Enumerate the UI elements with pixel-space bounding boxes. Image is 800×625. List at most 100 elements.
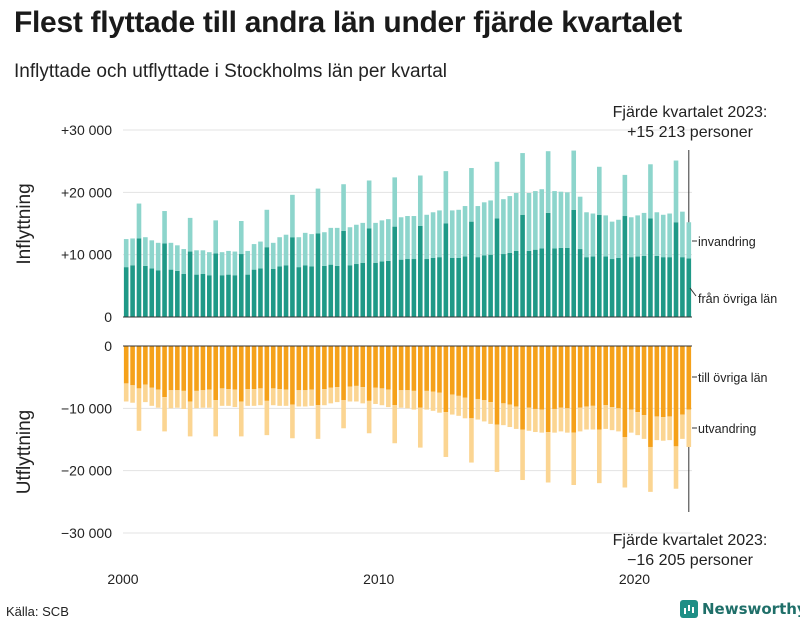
bar-in-immigration	[200, 250, 206, 274]
lower-annotation-line1: Fjärde kvartalet 2023:	[613, 532, 768, 549]
bar-out-emigration	[354, 385, 359, 402]
bar-out-emigration	[245, 389, 250, 406]
bar-out-emigration	[264, 400, 270, 436]
bar-out-domestic	[194, 346, 199, 391]
lower-ytick-label: −10 000	[61, 400, 112, 416]
bar-out-emigration	[622, 437, 628, 488]
bar-in-domestic	[577, 249, 583, 317]
bar-out-domestic	[501, 346, 506, 404]
bar-in-immigration	[565, 192, 570, 248]
bar-in-immigration	[149, 240, 155, 269]
legend-till-ovriga-lan: till övriga län	[698, 371, 768, 385]
bar-in-immigration	[373, 222, 378, 263]
bar-out-domestic	[373, 346, 378, 388]
bar-out-domestic	[590, 346, 596, 406]
bar-out-emigration	[219, 388, 225, 406]
upper-ytick-label: 0	[104, 309, 112, 325]
bar-out-domestic	[603, 346, 608, 406]
bar-in-immigration	[507, 196, 513, 253]
bar-in-immigration	[462, 206, 468, 257]
bar-out-domestic	[238, 346, 244, 402]
bar-in-domestic	[680, 257, 685, 317]
bar-out-domestic	[596, 346, 602, 430]
bar-in-immigration	[558, 191, 564, 248]
bar-out-domestic	[475, 346, 481, 399]
brand-logo: Newsworthy	[680, 600, 800, 618]
bar-out-emigration	[366, 400, 372, 434]
bar-out-emigration	[290, 404, 295, 439]
bar-out-emigration	[168, 390, 174, 409]
bar-out-emigration	[437, 392, 442, 413]
bar-in-domestic	[488, 254, 493, 317]
bar-in-domestic	[475, 257, 481, 317]
bar-out-emigration	[213, 400, 219, 437]
bar-out-domestic	[334, 346, 340, 388]
bar-out-domestic	[270, 346, 276, 389]
bar-in-immigration	[181, 249, 187, 274]
bar-out-domestic	[558, 346, 564, 408]
bar-in-immigration	[226, 250, 231, 275]
bar-out-emigration	[475, 398, 481, 420]
bar-out-domestic	[277, 346, 282, 390]
legend-utvandring: utvandring	[698, 422, 756, 436]
bar-in-immigration	[219, 252, 225, 276]
bar-in-immigration	[673, 160, 679, 223]
bar-in-immigration	[366, 180, 372, 229]
bar-out-domestic	[392, 346, 398, 406]
upper-ytick-label: +10 000	[61, 247, 112, 263]
bar-in-domestic	[181, 273, 187, 317]
bar-in-immigration	[590, 213, 596, 257]
bar-in-immigration	[571, 150, 577, 210]
bar-in-domestic	[328, 264, 334, 317]
upper-annotation-line1: Fjärde kvartalet 2023:	[613, 104, 768, 121]
bar-out-emigration	[341, 400, 346, 429]
bar-in-immigration	[392, 177, 398, 227]
bar-in-immigration	[641, 212, 647, 256]
bar-in-immigration	[667, 213, 672, 258]
bar-out-domestic	[571, 346, 577, 433]
bar-out-emigration	[232, 389, 238, 408]
bar-out-domestic	[354, 346, 359, 386]
bar-out-emigration	[584, 406, 589, 430]
bar-out-domestic	[232, 346, 238, 390]
bar-out-domestic	[680, 346, 685, 415]
bar-out-domestic	[565, 346, 570, 409]
bar-out-emigration	[513, 406, 519, 429]
bar-in-domestic	[507, 252, 513, 317]
bar-in-domestic	[258, 268, 263, 317]
bar-in-immigration	[430, 212, 436, 258]
lower-bars	[123, 346, 692, 492]
bar-in-domestic	[251, 269, 257, 317]
bar-in-immigration	[469, 168, 474, 222]
bar-in-immigration	[513, 192, 519, 251]
bar-out-emigration	[609, 407, 615, 431]
bar-in-immigration	[533, 191, 538, 250]
bar-out-emigration	[641, 415, 647, 439]
bar-in-immigration	[622, 174, 628, 217]
bar-in-domestic	[200, 273, 206, 317]
bar-out-emigration	[654, 416, 660, 441]
bar-out-emigration	[449, 394, 455, 415]
bar-out-emigration	[181, 390, 187, 409]
bar-in-domestic	[660, 257, 666, 317]
bar-in-domestic	[526, 250, 532, 317]
bar-out-domestic	[226, 346, 231, 390]
bar-out-emigration	[200, 390, 206, 408]
bar-out-emigration	[565, 408, 570, 433]
xtick-label: 2020	[619, 571, 650, 587]
bar-in-immigration	[347, 227, 353, 266]
bar-out-emigration	[481, 400, 487, 422]
bar-out-domestic	[654, 346, 660, 417]
bar-out-emigration	[130, 385, 135, 403]
bar-out-domestic	[469, 346, 474, 419]
bar-out-emigration	[207, 389, 212, 408]
bar-out-emigration	[462, 397, 468, 419]
bar-out-domestic	[609, 346, 615, 408]
bar-out-emigration	[315, 405, 321, 439]
brand-name: Newsworthy	[702, 600, 800, 618]
bar-out-domestic	[577, 346, 583, 408]
bar-in-domestic	[641, 255, 647, 317]
bar-in-domestic	[622, 216, 628, 317]
bar-in-immigration	[686, 222, 692, 259]
bar-in-immigration	[232, 251, 238, 276]
